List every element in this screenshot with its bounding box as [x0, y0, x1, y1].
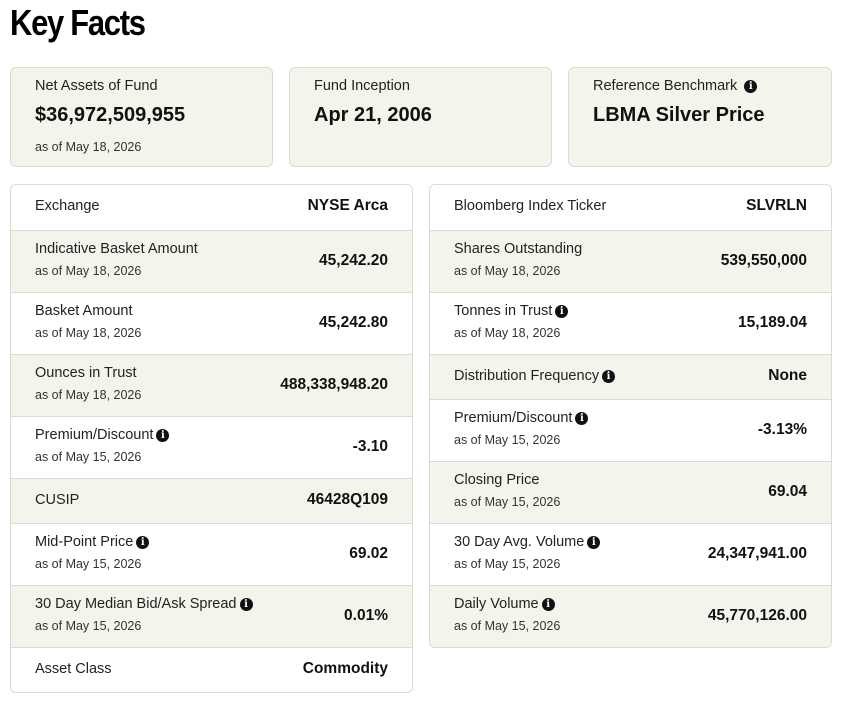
reference-benchmark-card: Reference Benchmark i LBMA Silver Price: [568, 67, 832, 167]
fact-value: 69.02: [349, 545, 388, 562]
page-title: Key Facts: [10, 2, 146, 43]
card-value: LBMA Silver Price: [593, 104, 765, 126]
fact-value: 46428Q109: [306, 491, 388, 508]
key-facts-right-table: Bloomberg Index Ticker SLVRLN Shares Outst…: [429, 184, 832, 648]
fact-value: None: [768, 367, 807, 384]
fact-as-of: as of May 15, 2026: [35, 557, 142, 571]
fact-as-of: as of May 15, 2026: [454, 619, 561, 633]
fact-label: Distribution Frequency i: [454, 368, 616, 384]
fact-as-of: as of May 15, 2026: [454, 557, 561, 571]
fact-row-premium-discount: Premium/Discount i as of May 15, 2026 -3.13…: [430, 399, 831, 461]
fact-as-of: as of May 15, 2026: [35, 450, 142, 464]
fact-row-bloomberg-index-ticker: Bloomberg Index Ticker SLVRLN: [430, 185, 831, 230]
fact-label: Premium/Discount i: [35, 427, 170, 443]
fact-row-30-day-median-bid-ask-spread: 30 Day Median Bid/Ask Spread i as of May 1…: [11, 585, 412, 647]
fact-value: 539,550,000: [720, 252, 807, 269]
info-icon[interactable]: i: [156, 428, 170, 442]
card-value: Apr 21, 2006: [314, 104, 432, 126]
fact-label: Exchange: [35, 198, 100, 214]
fact-value: NYSE Arca: [307, 197, 388, 214]
card-label: Net Assets of Fund: [35, 78, 158, 94]
fact-as-of: as of May 18, 2026: [454, 326, 561, 340]
fact-row-cusip: CUSIP 46428Q109: [11, 478, 412, 523]
fact-row-tonnes-in-trust: Tonnes in Trust i as of May 18, 2026 15,189…: [430, 292, 831, 354]
card-as-of: as of May 18, 2026: [35, 140, 142, 154]
fact-row-mid-point-price: Mid-Point Price i as of May 15, 2026 69.02: [11, 523, 412, 585]
fact-value: 15,189.04: [738, 314, 807, 331]
fact-label: Indicative Basket Amount: [35, 241, 198, 257]
fact-value: 24,347,941.00: [707, 545, 807, 562]
fact-row-asset-class: Asset Class Commodity: [11, 647, 412, 692]
fact-label: Bloomberg Index Ticker: [454, 198, 607, 214]
fact-value: 45,242.80: [319, 314, 388, 331]
fact-as-of: as of May 15, 2026: [454, 495, 561, 509]
card-label: Fund Inception: [314, 78, 410, 94]
info-icon[interactable]: i: [555, 304, 569, 318]
fact-label: Daily Volume i: [454, 596, 555, 612]
card-value: $36,972,509,955: [35, 104, 186, 126]
fact-value: 0.01%: [344, 607, 388, 624]
info-icon[interactable]: i: [575, 411, 589, 425]
fact-value: SLVRLN: [746, 197, 807, 214]
fact-value: 45,242.20: [319, 252, 388, 269]
info-icon[interactable]: i: [541, 597, 555, 611]
fact-row-30-day-avg-volume: 30 Day Avg. Volume i as of May 15, 2026 24,…: [430, 523, 831, 585]
fact-label: CUSIP: [35, 492, 80, 508]
info-icon[interactable]: i: [744, 79, 758, 93]
info-icon[interactable]: i: [602, 369, 616, 383]
fact-value: -3.10: [352, 438, 388, 455]
fact-as-of: as of May 15, 2026: [454, 433, 561, 447]
fact-row-shares-outstanding: Shares Outstanding as of May 18, 2026 539,…: [430, 230, 831, 292]
fact-label: Shares Outstanding: [454, 241, 583, 257]
fund-inception-card: Fund Inception Apr 21, 2006: [289, 67, 552, 167]
fact-value: 45,770,126.00: [707, 607, 807, 624]
fact-row-daily-volume: Daily Volume i as of May 15, 2026 45,770,12…: [430, 585, 831, 647]
fact-row-exchange: Exchange NYSE Arca: [11, 185, 412, 230]
fact-label: Asset Class: [35, 661, 112, 677]
fact-as-of: as of May 18, 2026: [35, 326, 142, 340]
net-assets-card: Net Assets of Fund $36,972,509,955 as of…: [10, 67, 273, 167]
fact-row-closing-price: Closing Price as of May 15, 2026 69.04: [430, 461, 831, 523]
fact-row-indicative-basket-amount: Indicative Basket Amount as of May 18, 20…: [11, 230, 412, 292]
fact-row-ounces-in-trust: Ounces in Trust as of May 18, 2026 488,338…: [11, 354, 412, 416]
fact-value: -3.13%: [757, 421, 807, 438]
key-facts-left-table: Exchange NYSE Arca Indicative Basket Amoun…: [10, 184, 413, 693]
fact-as-of: as of May 18, 2026: [454, 264, 561, 278]
fact-label: Premium/Discount i: [454, 410, 589, 426]
fact-label: Mid-Point Price i: [35, 534, 150, 550]
fact-as-of: as of May 18, 2026: [35, 264, 142, 278]
info-icon[interactable]: i: [239, 597, 253, 611]
fact-as-of: as of May 18, 2026: [35, 388, 142, 402]
fact-label: 30 Day Avg. Volume i: [454, 534, 601, 550]
card-label: Reference Benchmark i: [593, 78, 758, 94]
fact-label: Tonnes in Trust i: [454, 303, 569, 319]
info-icon[interactable]: i: [136, 535, 150, 549]
fact-as-of: as of May 15, 2026: [35, 619, 142, 633]
fact-row-distribution-frequency: Distribution Frequency i None: [430, 354, 831, 399]
fact-label: Basket Amount: [35, 303, 133, 319]
fact-label: 30 Day Median Bid/Ask Spread i: [35, 596, 253, 612]
fact-value: Commodity: [302, 660, 388, 677]
fact-value: 488,338,948.20: [280, 376, 388, 393]
info-icon[interactable]: i: [587, 535, 601, 549]
fact-label: Ounces in Trust: [35, 365, 137, 381]
fact-value: 69.04: [768, 483, 807, 500]
fact-label: Closing Price: [454, 472, 540, 488]
fact-row-premium-discount: Premium/Discount i as of May 15, 2026 -3.10: [11, 416, 412, 478]
fact-row-basket-amount: Basket Amount as of May 18, 2026 45,242.80: [11, 292, 412, 354]
